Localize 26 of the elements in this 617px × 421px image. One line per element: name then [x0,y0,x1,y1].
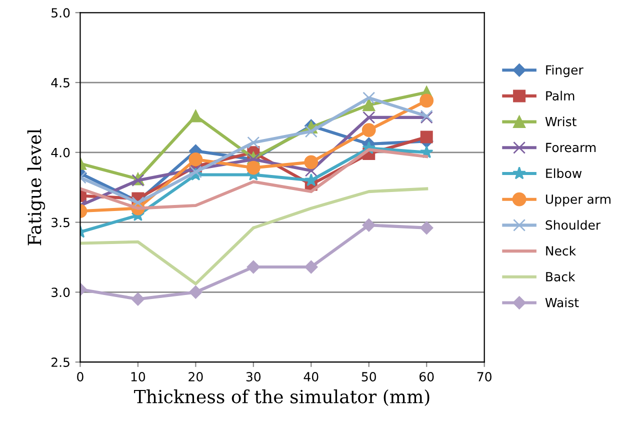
legend-label: Neck [546,246,576,256]
x-tick-label: 20 [188,372,203,382]
y-tick-label: 4.5 [51,78,70,88]
y-axis-title: Fatigue level [27,128,46,246]
x-tick-label: 50 [362,372,376,382]
y-tick-label: 5.0 [52,8,70,18]
x-tick-label: 0 [77,372,84,382]
legend-label: Shoulder [546,220,601,230]
y-tick-label: 2.5 [52,358,70,367]
legend-label: Elbow [546,168,582,178]
legend-label: Back [546,272,576,282]
legend-label: Upper arm [546,194,610,206]
legend-label: Finger [546,64,584,78]
x-tick-label: 70 [477,372,492,382]
x-tick-label: 40 [304,372,318,382]
x-axis-title: Thickness of the simulator (mm) [134,389,430,406]
legend-label: Waist [545,298,579,308]
x-tick-label: 30 [246,372,261,382]
legend-label: Palm [546,90,574,101]
y-tick-label: 3.5 [52,218,70,228]
y-tick-label: 3.0 [52,288,70,298]
legend-label: Wrist [545,116,576,126]
y-tick-label: 4.0 [51,148,70,158]
x-tick-label: 10 [131,372,146,382]
x-tick-label: 60 [420,372,434,382]
legend-label: Forearm [546,142,596,152]
